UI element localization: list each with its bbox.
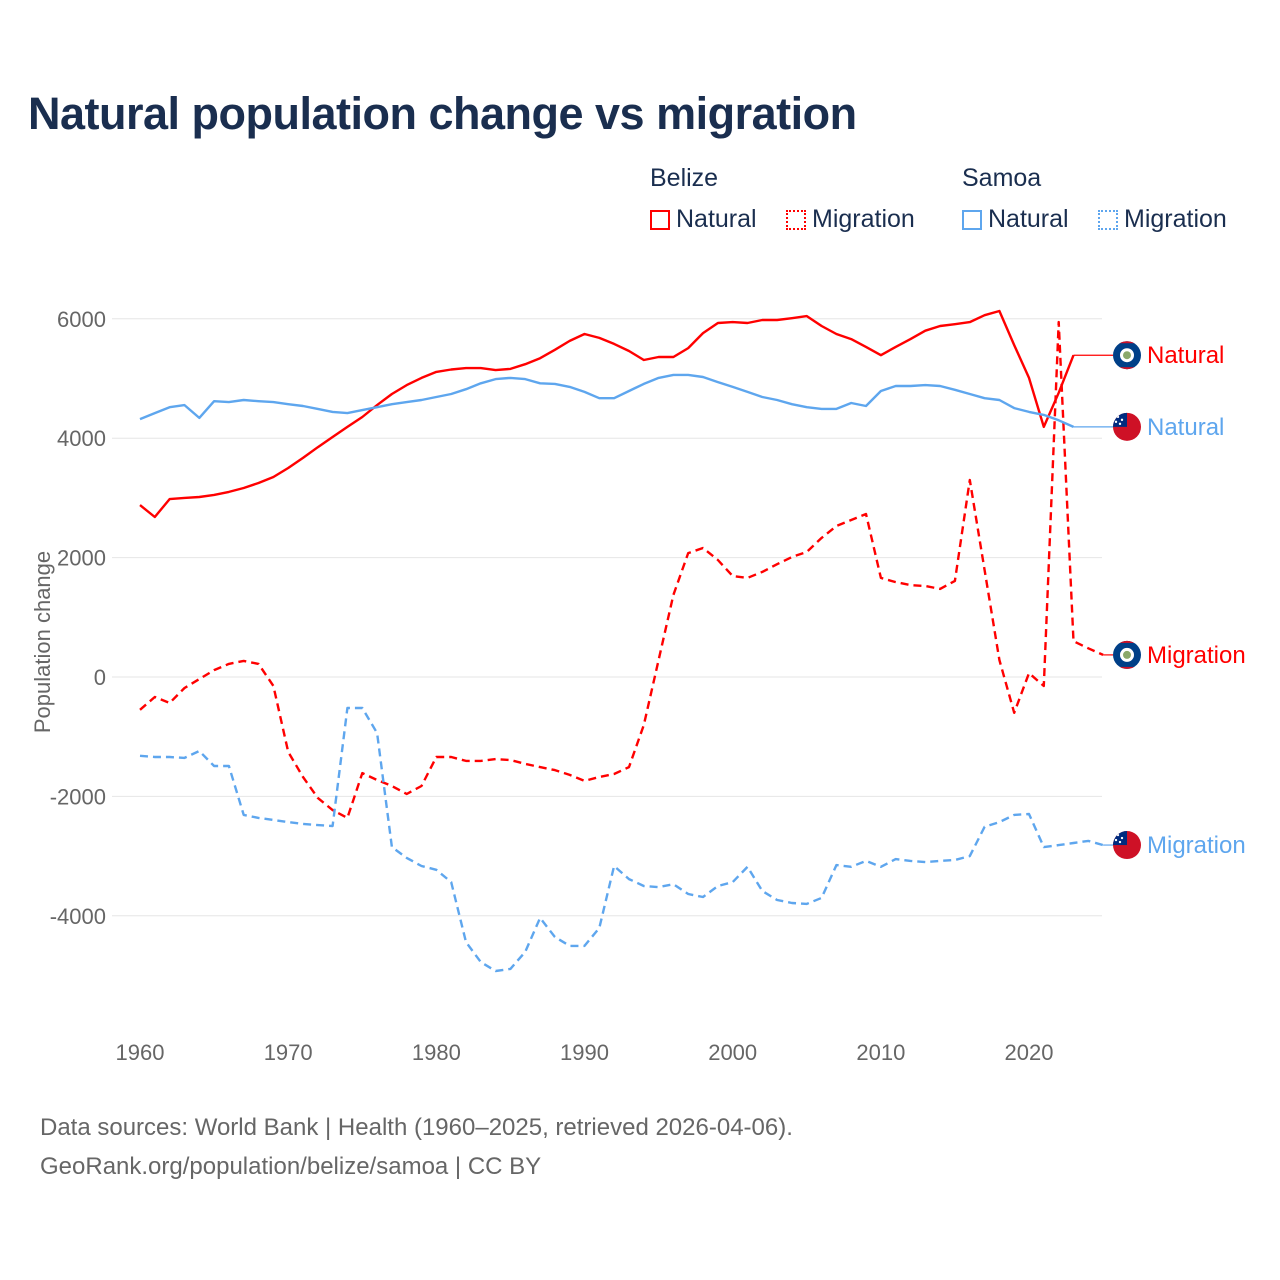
samoa-natural-line[interactable]: [139, 373, 1074, 428]
y-tick-label: -2000: [50, 784, 106, 809]
legend-belize-migration[interactable]: Migration: [786, 205, 915, 234]
end-label-belize-natural: Natural: [1147, 342, 1224, 369]
end-label-belize-migration: Migration: [1147, 642, 1246, 669]
samoa-migration-line[interactable]: [139, 706, 1104, 973]
x-tick-label: 1960: [116, 1040, 165, 1065]
footer-link[interactable]: GeoRank.org/population/belize/samoa | CC…: [40, 1153, 542, 1180]
legend-belize-natural[interactable]: Natural: [650, 205, 757, 234]
legend-swatch-solid-icon: [962, 209, 982, 230]
y-tick-label: 6000: [57, 307, 106, 332]
legend-swatch-solid-icon: [650, 209, 670, 230]
footer: Data sources: World Bank | Health (1960–…: [40, 1108, 793, 1186]
legend-group-samoa: Samoa: [962, 164, 1042, 192]
legend-label: Migration: [812, 205, 915, 233]
x-tick-label: 2020: [1005, 1040, 1054, 1065]
samoa-flag-icon: [1113, 412, 1141, 441]
legend-samoa-migration[interactable]: Migration: [1098, 205, 1227, 234]
x-tick-label: 2000: [708, 1040, 757, 1065]
y-axis-label: Population change: [30, 551, 55, 733]
x-tick-label: 1980: [412, 1040, 461, 1065]
legend-label: Natural: [988, 205, 1069, 233]
legend-swatch-dotted-icon: [1098, 209, 1118, 230]
samoa-flag-icon: [1113, 831, 1141, 860]
legend-samoa-natural[interactable]: Natural: [962, 205, 1069, 234]
y-tick-label: 4000: [57, 426, 106, 451]
legend-swatch-dotted-icon: [786, 209, 806, 230]
x-tick-label: 2010: [856, 1040, 905, 1065]
y-tick-label: 2000: [57, 546, 106, 571]
legend-label: Natural: [676, 205, 757, 233]
belize-flag-icon: [1113, 640, 1141, 669]
belize-natural-line[interactable]: [139, 309, 1075, 519]
x-tick-label: 1990: [560, 1040, 609, 1065]
legend-group-belize: Belize: [650, 164, 719, 192]
chart-title: Natural population change vs migration: [28, 88, 857, 139]
footer-sources: Data sources: World Bank | Health (1960–…: [40, 1114, 793, 1141]
belize-migration-line[interactable]: [139, 320, 1104, 820]
end-label-samoa-natural: Natural: [1147, 414, 1224, 441]
end-label-samoa-migration: Migration: [1147, 832, 1246, 859]
y-tick-label: -4000: [50, 904, 106, 929]
legend-label: Migration: [1124, 205, 1227, 233]
belize-flag-icon: [1113, 341, 1141, 370]
y-tick-label: 0: [94, 665, 106, 690]
x-tick-label: 1970: [264, 1040, 313, 1065]
